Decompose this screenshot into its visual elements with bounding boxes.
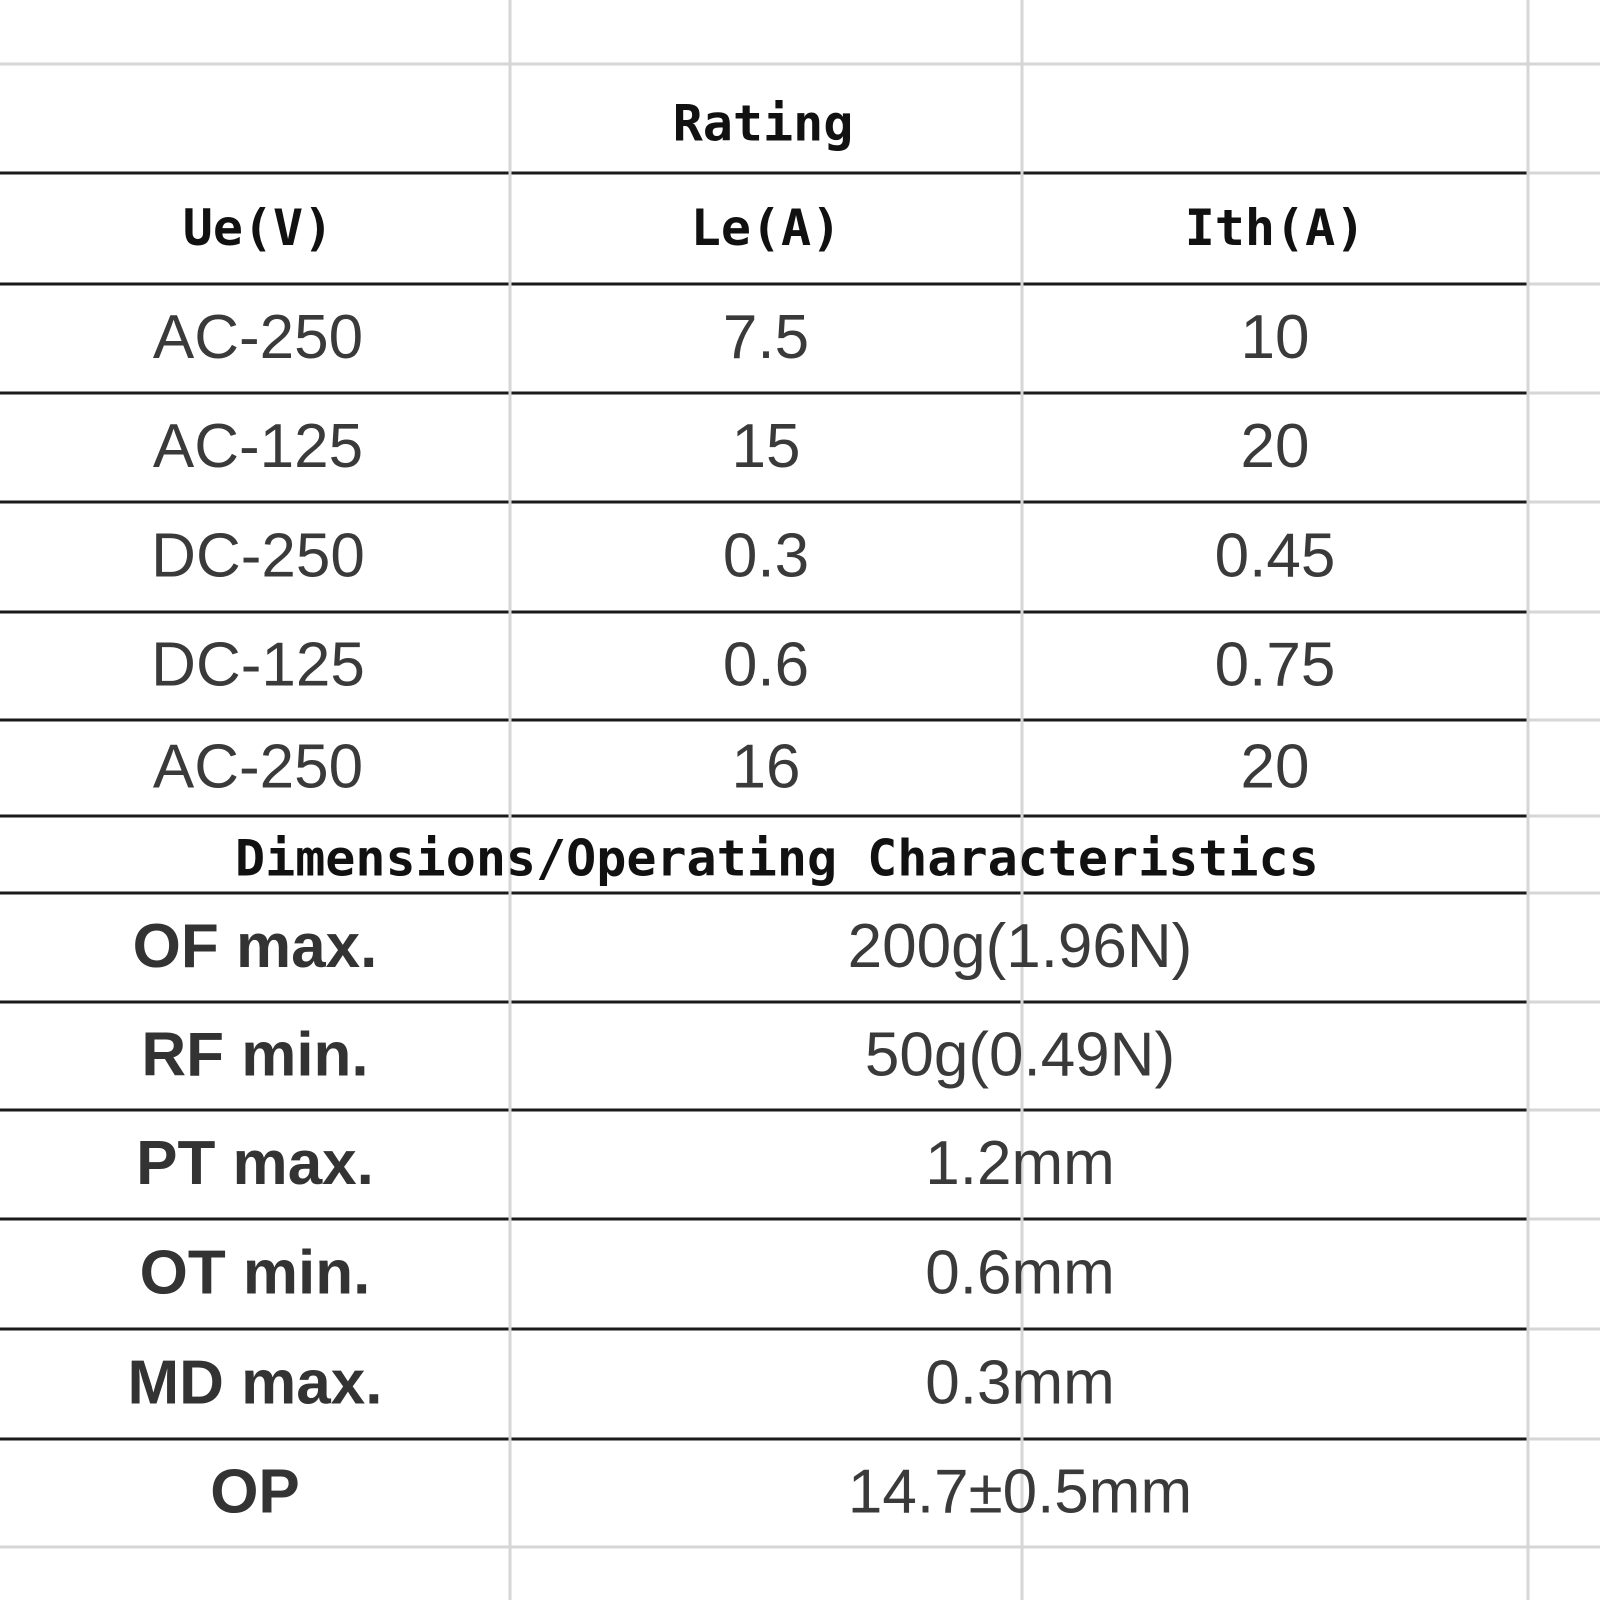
table-cell: 0.45 — [1215, 521, 1336, 590]
table-cell: 10 — [1241, 303, 1310, 372]
row-label: RF min. — [141, 1020, 368, 1089]
table-cell: 0.3mm — [925, 1348, 1114, 1417]
rating-title: Rating — [673, 95, 854, 153]
table-cell: 15 — [732, 412, 801, 481]
table-cell: DC-125 — [151, 630, 365, 699]
table-cell: 7.5 — [723, 303, 809, 372]
table-cell: 20 — [1241, 412, 1310, 481]
table-cell: 0.3 — [723, 521, 809, 590]
table-cell: AC-250 — [153, 732, 363, 801]
table-cell: 14.7±0.5mm — [848, 1457, 1192, 1526]
table-cell: 1.2mm — [925, 1129, 1114, 1198]
table-cell: 200g(1.96N) — [848, 912, 1193, 981]
column-header: Le(A) — [691, 199, 842, 257]
column-header: Ue(V) — [183, 199, 334, 257]
column-header: Ith(A) — [1185, 199, 1366, 257]
row-label: OT min. — [140, 1238, 371, 1307]
table-cell: 16 — [732, 732, 801, 801]
row-label: MD max. — [128, 1348, 383, 1417]
table-cell: DC-250 — [151, 521, 365, 590]
row-label: PT max. — [136, 1129, 374, 1198]
table-cell: 20 — [1241, 732, 1310, 801]
table-cell: 0.6 — [723, 630, 809, 699]
table-cell: AC-250 — [153, 303, 363, 372]
table-cell: 50g(0.49N) — [865, 1020, 1175, 1089]
table-cell: 0.75 — [1215, 630, 1336, 699]
dimensions-title: Dimensions/Operating Characteristics — [235, 830, 1319, 888]
row-label: OP — [210, 1457, 300, 1526]
table-cell: 0.6mm — [925, 1238, 1114, 1307]
table-cell: AC-125 — [153, 412, 363, 481]
row-label: OF max. — [133, 912, 378, 981]
